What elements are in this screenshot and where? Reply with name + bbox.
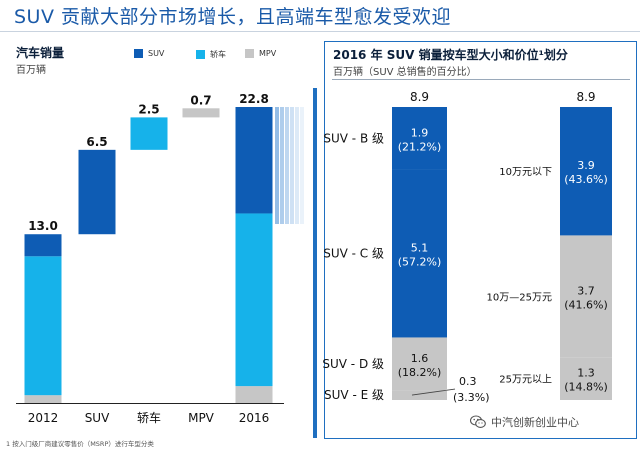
watermark-text: 中汽创新创业中心 <box>491 416 579 429</box>
connector-stripe <box>290 107 294 224</box>
footnote: 1 按入门级厂商建议零售价（MSRP）进行车型分类 <box>6 440 154 448</box>
stack-total-label: 8.9 <box>410 90 429 104</box>
waterfall-bar-2016-MPV <box>235 386 273 403</box>
stack-total-label: 8.9 <box>576 90 595 104</box>
waterfall-bar-2016-轿车 <box>235 213 273 387</box>
waterfall-bar-MPV <box>182 108 220 118</box>
waterfall-total-label: 22.8 <box>239 92 269 106</box>
stack-callout-line <box>411 388 456 396</box>
legend-swatch-mpv <box>245 49 254 58</box>
stack-pct-label: (14.8%) <box>564 381 608 394</box>
waterfall-total-label: 6.5 <box>86 135 107 149</box>
stack-value-label: 1.9 <box>411 126 429 139</box>
waterfall-bar-SUV <box>78 149 116 235</box>
legend-label-mpv: MPV <box>259 49 277 58</box>
legend-swatch-suv <box>134 49 143 58</box>
legend-item-mpv: MPV <box>245 49 276 58</box>
connector-stripe <box>280 107 284 224</box>
waterfall-total-label: 2.5 <box>138 102 159 116</box>
stack-pct-label: (21.2%) <box>398 140 442 153</box>
left-chart-title: 汽车销量 <box>16 46 65 60</box>
stack-segment <box>560 107 612 236</box>
waterfall-category-label: 轿车 <box>137 410 161 425</box>
stack-segment <box>392 390 447 400</box>
legend-label-sedan: 轿车 <box>210 50 226 59</box>
waterfall-bar-2016-SUV <box>235 107 273 214</box>
right-title-divider <box>332 79 630 80</box>
page-title: SUV 贡献大部分市场增长，且高端车型愈发受欢迎 <box>14 6 452 28</box>
wechat-icon <box>470 415 486 428</box>
stack-category-label: SUV - B 级 <box>323 131 384 145</box>
stack-category-label: 10万—25万元 <box>487 292 552 303</box>
legend-label-suv: SUV <box>148 49 165 58</box>
right-chart-title: 2016 年 SUV 销量按车型大小和价位¹划分 <box>333 48 568 62</box>
waterfall-bar-2012-MPV <box>24 395 62 403</box>
right-chart-panel <box>324 41 637 439</box>
title-divider <box>0 31 640 32</box>
waterfall-bar-轿车 <box>130 117 168 150</box>
waterfall-category-label: SUV <box>85 411 110 425</box>
stack-pct-label: (57.2%) <box>398 256 442 269</box>
waterfall-category-label: 2012 <box>28 411 59 425</box>
legend-swatch-sedan <box>196 50 205 59</box>
stack-segment <box>560 235 612 358</box>
stack-category-label: SUV - D 级 <box>322 357 384 371</box>
panel-accent-bar <box>313 88 317 438</box>
connector-stripe <box>275 107 279 224</box>
waterfall-total-label: 13.0 <box>28 219 58 233</box>
stack-pct-label: (18.2%) <box>398 366 442 379</box>
stack-value-label: 1.3 <box>577 367 595 380</box>
waterfall-bar-2012-轿车 <box>24 256 62 396</box>
stack-pct-label: (3.3%) <box>453 391 490 404</box>
waterfall-total-label: 0.7 <box>190 93 211 107</box>
right-chart-subtitle: 百万辆（SUV 总销售的百分比） <box>333 67 477 78</box>
waterfall-category-label: 2016 <box>239 411 270 425</box>
connector-stripe <box>295 107 299 224</box>
stack-category-label: 10万元以下 <box>499 167 552 178</box>
left-chart-subtitle: 百万辆 <box>16 65 46 76</box>
legend-item-sedan: 轿车 <box>196 49 226 60</box>
stack-category-label: SUV - E 级 <box>324 388 384 402</box>
stack-segment <box>560 357 612 400</box>
stack-pct-label: (43.6%) <box>564 173 608 186</box>
watermark: 中汽创新创业中心 <box>470 414 579 430</box>
connector-stripe <box>285 107 289 224</box>
stack-segment <box>392 337 447 391</box>
stack-value-label: 5.1 <box>411 242 429 255</box>
stack-pct-label: (41.6%) <box>564 298 608 311</box>
stack-category-label: 25万元以上 <box>499 374 552 386</box>
stack-value-label: 0.3 <box>459 375 477 388</box>
stack-value-label: 3.7 <box>577 284 595 297</box>
stack-category-label: SUV - C 级 <box>323 247 384 261</box>
stack-segment <box>392 107 447 170</box>
connector-stripe <box>300 107 304 224</box>
stack-value-label: 1.6 <box>411 352 429 365</box>
legend-item-suv: SUV <box>134 49 164 58</box>
stack-segment <box>392 169 447 338</box>
waterfall-category-label: MPV <box>188 411 215 425</box>
waterfall-bar-2012-SUV <box>24 234 62 257</box>
stack-value-label: 3.9 <box>577 159 595 172</box>
